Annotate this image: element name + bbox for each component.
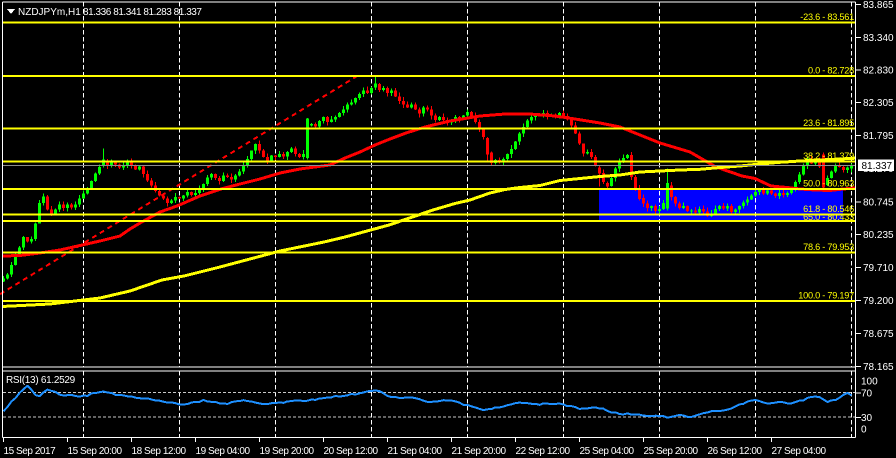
svg-text:23.6 - 81.895: 23.6 - 81.895 bbox=[803, 118, 854, 128]
svg-text:100: 100 bbox=[861, 377, 878, 388]
svg-text:65.0 - 80.433: 65.0 - 80.433 bbox=[803, 212, 854, 222]
svg-text:20 Sep 12:00: 20 Sep 12:00 bbox=[324, 446, 379, 457]
svg-text:81.795: 81.795 bbox=[863, 131, 894, 142]
svg-text:0.0 - 82.728: 0.0 - 82.728 bbox=[808, 65, 854, 75]
svg-text:50.0 - 80.963: 50.0 - 80.963 bbox=[803, 179, 854, 189]
svg-text:81.337: 81.337 bbox=[862, 161, 893, 172]
svg-text:21 Sep 04:00: 21 Sep 04:00 bbox=[388, 446, 443, 457]
svg-text:78.6 - 79.953: 78.6 - 79.953 bbox=[803, 242, 854, 252]
svg-text:22 Sep 12:00: 22 Sep 12:00 bbox=[516, 446, 571, 457]
svg-text:0: 0 bbox=[861, 425, 867, 436]
svg-text:25 Sep 20:00: 25 Sep 20:00 bbox=[644, 446, 699, 457]
svg-text:70: 70 bbox=[861, 389, 873, 400]
svg-text:19 Sep 20:00: 19 Sep 20:00 bbox=[260, 446, 315, 457]
svg-text:61.8 - 80.546: 61.8 - 80.546 bbox=[803, 204, 854, 214]
svg-text:RSI(13) 61.2529: RSI(13) 61.2529 bbox=[6, 375, 76, 386]
svg-text:19 Sep 04:00: 19 Sep 04:00 bbox=[196, 446, 251, 457]
svg-text:NZDJPYm,H1: NZDJPYm,H1 bbox=[18, 7, 81, 18]
svg-text:30: 30 bbox=[861, 413, 873, 424]
svg-text:21 Sep 20:00: 21 Sep 20:00 bbox=[452, 446, 507, 457]
svg-text:78.675: 78.675 bbox=[863, 329, 894, 340]
svg-text:80.745: 80.745 bbox=[863, 197, 894, 208]
svg-text:25 Sep 04:00: 25 Sep 04:00 bbox=[580, 446, 635, 457]
svg-text:78.165: 78.165 bbox=[863, 362, 894, 373]
svg-text:100.0 - 79.197: 100.0 - 79.197 bbox=[798, 290, 854, 300]
svg-text:79.710: 79.710 bbox=[863, 263, 894, 274]
svg-text:79.200: 79.200 bbox=[863, 296, 894, 307]
svg-text:82.830: 82.830 bbox=[863, 66, 894, 77]
svg-text:81.336 81.341 81.283 81.337: 81.336 81.341 81.283 81.337 bbox=[83, 7, 202, 18]
svg-text:80.235: 80.235 bbox=[863, 230, 894, 241]
svg-text:38.2 - 81.379: 38.2 - 81.379 bbox=[803, 151, 854, 161]
svg-text:27 Sep 04:00: 27 Sep 04:00 bbox=[772, 446, 827, 457]
svg-text:15 Sep 20:00: 15 Sep 20:00 bbox=[68, 446, 123, 457]
svg-text:18 Sep 12:00: 18 Sep 12:00 bbox=[132, 446, 187, 457]
svg-text:83.340: 83.340 bbox=[863, 33, 894, 44]
svg-text:26 Sep 12:00: 26 Sep 12:00 bbox=[708, 446, 763, 457]
svg-text:-23.6 - 83.561: -23.6 - 83.561 bbox=[800, 12, 854, 22]
svg-text:83.865: 83.865 bbox=[863, 0, 894, 11]
svg-text:15 Sep 2017: 15 Sep 2017 bbox=[4, 446, 57, 457]
svg-text:82.305: 82.305 bbox=[863, 98, 894, 109]
